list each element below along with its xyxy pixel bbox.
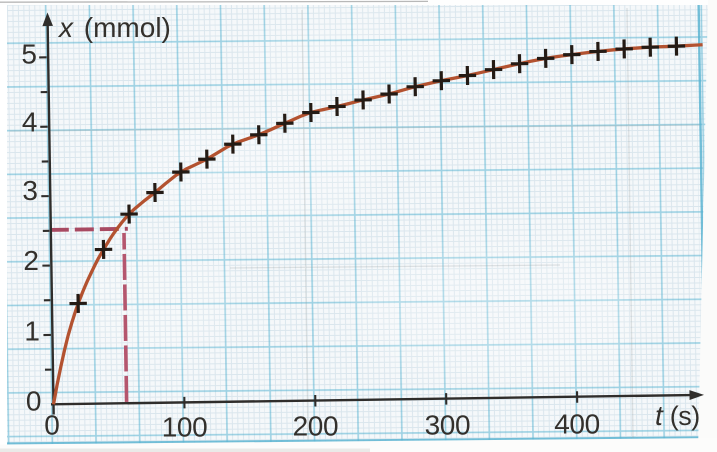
svg-text:3: 3 bbox=[22, 175, 37, 206]
svg-text:2: 2 bbox=[23, 245, 38, 276]
svg-text:200: 200 bbox=[293, 411, 339, 442]
svg-text:4: 4 bbox=[22, 107, 37, 138]
svg-text:400: 400 bbox=[554, 409, 600, 440]
svg-text:0: 0 bbox=[26, 386, 41, 417]
svg-text:1: 1 bbox=[24, 316, 39, 347]
svg-text:5: 5 bbox=[21, 39, 36, 70]
svg-text:t (s): t (s) bbox=[655, 400, 700, 431]
svg-text:0: 0 bbox=[44, 410, 59, 441]
svg-text:x (mmol): x (mmol) bbox=[57, 12, 171, 43]
svg-text:100: 100 bbox=[162, 412, 208, 443]
svg-text:300: 300 bbox=[425, 410, 471, 441]
